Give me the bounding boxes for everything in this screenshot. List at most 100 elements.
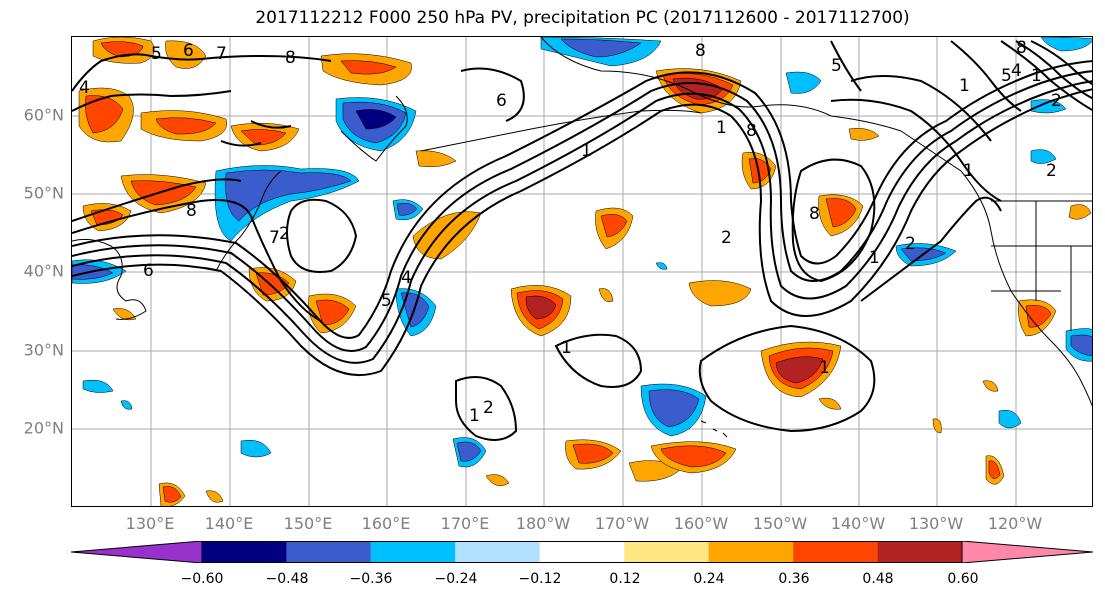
precip-positive-patch	[155, 117, 217, 135]
contour-label: 5	[1001, 66, 1012, 86]
precip-positive-patch	[415, 150, 457, 168]
colorbar-tick: 0.36	[778, 571, 810, 587]
lon-label-160e: 160°E	[361, 514, 411, 533]
pv-contour	[72, 80, 1092, 364]
precip-positive-patch	[485, 474, 510, 487]
contour-label: 7	[216, 44, 227, 64]
pv-contour	[698, 324, 876, 433]
precip-positive-patch	[688, 280, 752, 307]
precip-negative-patch	[655, 262, 668, 270]
contour-label: 2	[1046, 161, 1057, 181]
colorbar-tick: −0.24	[434, 571, 478, 587]
contour-label: 1	[819, 358, 830, 378]
colorbar	[71, 541, 1093, 563]
pv-contour	[950, 40, 1022, 112]
contour-label: 2	[905, 234, 916, 254]
precip-positive-patch	[982, 380, 999, 392]
coastline-aleutians	[420, 109, 702, 152]
contour-label: 1	[1031, 66, 1042, 86]
colorbar-tick: 0.48	[862, 571, 894, 587]
pv-contour	[850, 75, 992, 142]
contour-label: 1	[469, 406, 480, 426]
lon-label-150e: 150°E	[283, 514, 333, 533]
colorbar-swatch	[877, 541, 962, 563]
precip-negative-patch	[456, 441, 482, 462]
coastline-kamchatka	[340, 95, 408, 162]
contour-label: 1	[561, 338, 572, 358]
map-panel[interactable]: 5 6 7 8 4 1 2 8 1 2 8 6 5 4 6 7 8 8 1 2 …	[71, 36, 1093, 507]
precip-positive-patch	[600, 214, 628, 238]
colorbar-tick: −0.48	[265, 571, 309, 587]
pv-contour	[1000, 40, 1092, 112]
coastlines	[72, 37, 1092, 438]
precip-positive-patch	[818, 397, 842, 410]
precip-negative-patch	[396, 202, 418, 216]
contour-label: 8	[1016, 38, 1027, 58]
precip-negative-patch	[1040, 37, 1092, 52]
precip-negative-patch	[1070, 334, 1092, 357]
precip-positive-patch	[162, 486, 182, 503]
precip-positive-patch	[748, 158, 772, 184]
precip-negative-patch	[648, 389, 700, 428]
contour-label: 6	[143, 261, 154, 281]
contour-label: 1	[869, 248, 880, 268]
precip-negative-patch	[785, 71, 822, 94]
pv-contour	[791, 158, 876, 283]
pv-contour	[72, 199, 322, 322]
lat-label-20n: 20°N	[23, 418, 64, 438]
contour-label: 1	[963, 161, 974, 181]
contour-label: 8	[746, 121, 757, 141]
contour-label: 6	[183, 41, 194, 61]
contour-label: 5	[151, 44, 162, 64]
pv-contour	[860, 196, 1002, 302]
precip-positive-patch	[825, 198, 857, 228]
pv-contour	[72, 88, 1092, 377]
precip-negative-patch	[82, 379, 114, 393]
lat-label-40n: 40°N	[23, 261, 64, 281]
colorbar-tick: 0.12	[609, 571, 641, 587]
colorbar-swatch	[624, 541, 709, 563]
precip-negative-patch	[998, 410, 1022, 429]
colorbar-swatch	[455, 541, 540, 563]
colorbar-swatch	[370, 541, 456, 563]
colorbar-swatch	[708, 541, 794, 563]
precip-positive-patch	[988, 460, 1001, 479]
precip-negative-patch	[120, 400, 133, 410]
lon-label-130w: 130°W	[908, 514, 964, 533]
lat-label-50n: 50°N	[23, 183, 64, 203]
pv-contour-labels: 5 6 7 8 4 1 2 8 1 2 8 6 5 4 6 7 8 8 1 2 …	[79, 38, 1062, 426]
pv-contour	[455, 376, 518, 441]
precip-negative-patch	[240, 440, 272, 458]
contour-label: 7	[269, 228, 280, 248]
colorbar-tick: 0.60	[947, 571, 979, 587]
precip-positive-patch	[848, 128, 880, 141]
precip-positive-patch	[240, 129, 287, 146]
lon-label-170e: 170°E	[440, 514, 490, 533]
lat-label-30n: 30°N	[23, 340, 64, 360]
precip-negative-patch	[1030, 99, 1067, 114]
precip-negative-patch	[225, 169, 352, 222]
pv-contour	[460, 67, 525, 122]
contour-label: 1	[581, 141, 592, 161]
pv-contour	[72, 178, 242, 222]
precipitation-anomalies	[72, 37, 1092, 506]
precip-positive-patch	[165, 40, 207, 69]
precip-positive-patch	[525, 295, 557, 320]
precip-positive-patch	[660, 445, 727, 468]
lat-label-60n: 60°N	[23, 105, 64, 125]
precip-positive-patch	[572, 443, 614, 464]
pv-contour	[1015, 40, 1092, 100]
colorbar-swatch	[71, 541, 203, 563]
pv-contour	[830, 40, 862, 92]
lon-label-170w: 170°W	[594, 514, 650, 533]
precip-positive-patch	[205, 490, 224, 503]
contour-label: 6	[496, 91, 507, 111]
lon-label-120w: 120°W	[987, 514, 1043, 533]
colorbar-tick: 0.24	[693, 571, 725, 587]
precip-positive-patch	[932, 418, 942, 434]
pv-contour	[220, 120, 292, 147]
coastline-hawaii	[700, 420, 728, 438]
contour-label: 5	[381, 291, 392, 311]
contour-label: 8	[285, 48, 296, 68]
pv-contour	[554, 333, 643, 388]
